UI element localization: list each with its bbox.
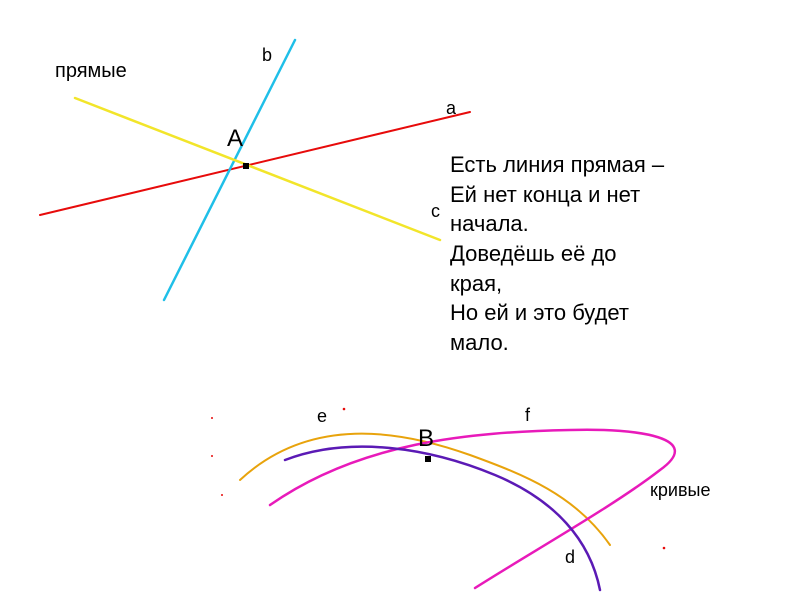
point-A	[243, 163, 249, 169]
dot-0	[343, 408, 346, 411]
label-c: c	[431, 201, 440, 222]
poem-line: начала.	[450, 209, 664, 239]
point-B	[425, 456, 431, 462]
label-point-B: B	[418, 425, 434, 453]
dot-1	[663, 547, 666, 550]
line-a	[40, 112, 470, 215]
label-a: a	[446, 98, 456, 119]
curved-lines-title: кривые	[650, 480, 710, 501]
label-d: d	[565, 547, 575, 568]
label-point-A: A	[227, 125, 243, 153]
curve-f	[285, 447, 600, 590]
line-c	[75, 98, 440, 240]
dot-3	[211, 455, 213, 457]
label-f: f	[525, 405, 530, 426]
straight-lines-title: прямые	[55, 60, 127, 83]
label-b: b	[262, 45, 272, 66]
poem-text: Есть линия прямая –Ей нет конца и нетнач…	[450, 150, 664, 358]
poem-line: Но ей и это будет	[450, 298, 664, 328]
poem-line: Доведёшь её до	[450, 239, 664, 269]
dot-4	[221, 494, 223, 496]
line-b	[164, 40, 295, 300]
poem-line: мало.	[450, 328, 664, 358]
label-e: e	[317, 406, 327, 427]
dot-2	[211, 417, 213, 419]
poem-line: Ей нет конца и нет	[450, 180, 664, 210]
curve-d	[270, 430, 675, 588]
poem-line: Есть линия прямая –	[450, 150, 664, 180]
poem-line: края,	[450, 269, 664, 299]
diagram-canvas	[0, 0, 800, 600]
